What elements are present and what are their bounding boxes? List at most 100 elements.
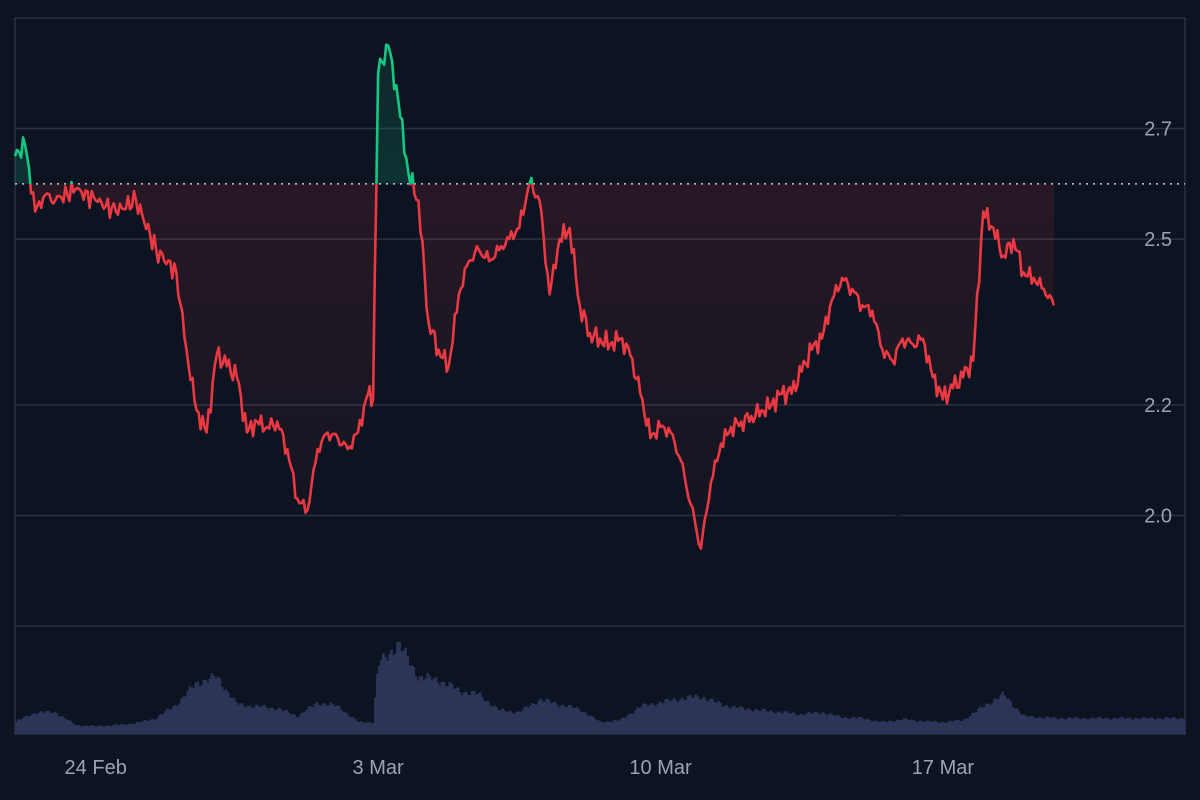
volume-bar	[779, 712, 783, 734]
volume-bar	[850, 718, 853, 734]
volume-bar	[963, 719, 966, 734]
volume-bar	[876, 721, 879, 734]
volume-bar	[253, 707, 256, 734]
volume-bar	[315, 702, 319, 734]
volume-bar	[277, 707, 280, 734]
volume-bar	[1011, 707, 1015, 734]
volume-bar	[700, 698, 704, 734]
volume-bar	[384, 657, 387, 734]
volume-bar	[331, 704, 335, 734]
volume-bar	[1176, 719, 1180, 734]
volume-bar	[807, 711, 811, 734]
volume-bar	[305, 709, 309, 734]
volume-bar	[442, 681, 446, 734]
volume-bar	[727, 707, 730, 734]
volume-bar	[1082, 718, 1085, 734]
volume-bar	[612, 720, 615, 734]
volume-bar	[1102, 719, 1105, 734]
volume-bar	[125, 724, 129, 734]
volume-bar	[123, 724, 127, 734]
volume-bar	[690, 697, 694, 734]
volume-bar	[293, 714, 296, 734]
x-tick-label: 17 Mar	[912, 757, 975, 779]
volume-bar	[537, 700, 541, 734]
volume-bar	[906, 719, 910, 734]
volume-bar	[347, 716, 351, 734]
volume-bar	[575, 706, 579, 734]
volume-bar	[263, 704, 266, 734]
volume-bar	[204, 680, 208, 734]
volume-bar	[259, 707, 262, 734]
volume-bar	[1144, 717, 1148, 734]
volume-bar	[285, 709, 288, 734]
volume-bar	[662, 703, 666, 734]
volume-bar	[870, 721, 873, 734]
volume-bar	[341, 712, 345, 734]
volume-bar	[1098, 716, 1101, 734]
volume-bar	[595, 720, 599, 734]
volume-bar	[119, 724, 123, 734]
volume-bar	[614, 719, 617, 734]
volume-bar	[543, 701, 547, 734]
volume-bar	[446, 686, 450, 734]
volume-bar	[236, 705, 240, 734]
volume-bar	[1074, 717, 1077, 734]
volume-bar	[37, 713, 40, 734]
volume-bar	[283, 710, 286, 734]
volume-bar	[1182, 719, 1186, 734]
volume-bar	[640, 706, 643, 734]
volume-bar	[922, 722, 926, 734]
volume-bar	[295, 717, 299, 734]
volume-bar	[981, 707, 984, 734]
volume-bar	[1070, 717, 1073, 734]
volume-bar	[164, 711, 167, 734]
y-tick-label: 2.5	[1144, 229, 1172, 251]
volume-bar	[416, 680, 420, 734]
y-tick-label: 2.2	[1144, 395, 1172, 417]
volume-bar	[791, 712, 795, 734]
volume-bar	[1072, 718, 1075, 734]
volume-bar	[160, 714, 163, 734]
volume-bar	[1108, 719, 1111, 734]
volume-bar	[448, 682, 452, 734]
volume-bar	[51, 713, 54, 734]
volume-bar	[150, 719, 153, 734]
volume-bar	[1118, 717, 1122, 734]
y-tick-label: 2.7	[1144, 119, 1172, 141]
volume-bar	[710, 698, 714, 734]
volume-bar	[825, 715, 829, 734]
volume-bar	[1156, 718, 1160, 734]
volume-bar	[1100, 718, 1103, 734]
volume-bar	[251, 708, 254, 734]
volume-bar	[497, 710, 500, 734]
volume-bar	[1037, 717, 1041, 734]
volume-bar	[834, 715, 837, 734]
volume-bar	[515, 711, 518, 734]
volume-bar	[541, 701, 545, 734]
volume-bar	[1140, 718, 1144, 734]
volume-bar	[656, 703, 660, 734]
volume-bar	[787, 713, 791, 734]
volume-bar	[313, 704, 317, 734]
volume-bar	[240, 703, 244, 734]
volume-bar	[476, 693, 480, 734]
volume-bar	[452, 689, 456, 734]
volume-bar	[370, 723, 373, 734]
volume-bar	[430, 680, 434, 734]
volume-bar	[396, 642, 399, 734]
volume-bar	[386, 660, 389, 734]
volume-bar	[226, 692, 230, 734]
volume-bar	[708, 699, 712, 734]
volume-bar	[636, 707, 639, 734]
volume-bar	[323, 703, 327, 734]
volume-bar	[674, 700, 678, 734]
volume-bar	[549, 703, 553, 734]
volume-bar	[654, 706, 658, 734]
volume-bar	[747, 708, 750, 734]
volume-bar	[680, 697, 684, 734]
volume-bar	[222, 690, 226, 734]
volume-bar	[182, 696, 186, 734]
volume-bar	[965, 718, 968, 734]
